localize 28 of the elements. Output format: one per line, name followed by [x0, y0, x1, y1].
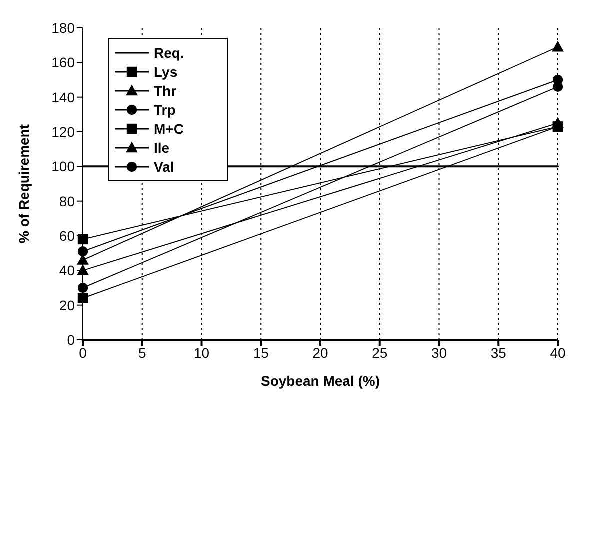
x-tick-label: 20	[312, 344, 328, 361]
x-tick-label: 25	[372, 344, 388, 361]
y-tick-label: 120	[52, 124, 76, 140]
x-tick-label: 10	[194, 344, 210, 361]
legend-label: M+C	[154, 120, 184, 136]
y-tick-label: 0	[67, 332, 76, 348]
legend-label: Lys	[154, 64, 178, 80]
legend-label: Req.	[154, 44, 184, 60]
y-tick-label: 80	[59, 193, 76, 210]
x-tick-label: 5	[138, 344, 146, 361]
legend-label: Val	[154, 158, 174, 174]
x-tick-label: 30	[431, 344, 448, 361]
y-tick-label: 40	[59, 262, 76, 279]
y-axis-title: % of Requirement	[16, 124, 32, 244]
x-tick-label: 35	[490, 344, 507, 361]
legend-label: Trp	[154, 102, 176, 118]
x-axis-title: Soybean Meal (%)	[260, 373, 380, 389]
y-tick-label: 60	[59, 228, 76, 244]
x-tick-label: 40	[550, 344, 566, 361]
legend-label: Thr	[154, 82, 177, 98]
y-tick-label: 20	[59, 297, 76, 314]
x-tick-label: 15	[253, 344, 270, 361]
y-tick-label: 160	[52, 54, 76, 71]
y-tick-label: 140	[52, 89, 76, 106]
legend-label: Ile	[154, 140, 170, 156]
y-tick-label: 180	[52, 20, 76, 36]
y-tick-label: 100	[52, 158, 76, 175]
x-tick-label: 0	[79, 344, 88, 361]
